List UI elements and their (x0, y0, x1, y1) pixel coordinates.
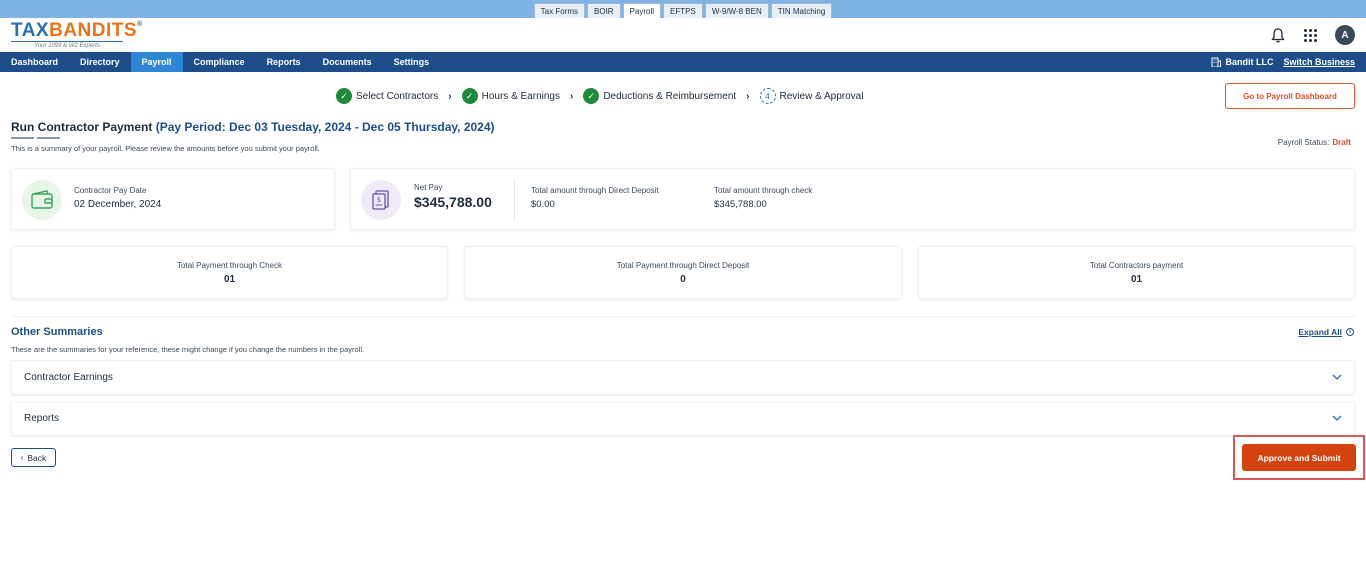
notification-bell-icon[interactable] (1270, 27, 1286, 43)
step-review-approval[interactable]: 4 Review & Approval (759, 88, 864, 104)
step-hours-earnings[interactable]: ✓ Hours & Earnings (461, 88, 560, 104)
page-title: Run Contractor Payment (Pay Period: Dec … (11, 120, 1355, 134)
chevron-right-icon: › (448, 90, 452, 102)
page-subtitle: This is a summary of your payroll. Pleas… (11, 144, 320, 153)
check-icon: ✓ (461, 88, 478, 104)
approve-and-submit-button[interactable]: Approve and Submit (1242, 444, 1356, 471)
product-tab-eftps[interactable]: EFTPS (663, 3, 703, 18)
building-icon (1211, 57, 1222, 67)
product-tab-boir[interactable]: BOIR (587, 3, 621, 18)
accordion-contractor-earnings[interactable]: Contractor Earnings (11, 360, 1355, 395)
step-label: Review & Approval (779, 90, 864, 102)
total-check-card: Total Payment through Check 01 (11, 246, 448, 299)
taxbandits-logo[interactable]: TAXBANDITS® Your 1099 & W2 Experts (11, 21, 143, 49)
direct-deposit-label: Total amount through Direct Deposit (531, 186, 659, 195)
chevron-left-icon: ‹ (20, 453, 24, 462)
check-icon: ✓ (583, 88, 600, 104)
logo-wordmark: TAXBANDITS® (11, 21, 143, 40)
total-contractors-label: Total Contractors payment (1089, 261, 1184, 270)
business-name: Bandit LLC (1225, 57, 1274, 67)
current-business: Bandit LLC (1211, 57, 1273, 67)
total-check-label: Total Payment through Check (177, 261, 282, 270)
title-underline (11, 137, 1355, 139)
highlight-box: Approve and Submit (1233, 435, 1365, 480)
net-pay-label: Net Pay (414, 183, 443, 192)
product-tab-tax-forms[interactable]: Tax Forms (533, 3, 586, 18)
nav-reports[interactable]: Reports (266, 57, 301, 67)
check-icon: ✓ (336, 88, 352, 104)
check-amount-label: Total amount through check (714, 186, 813, 195)
logo-part-tax: TAX (11, 20, 50, 41)
total-direct-deposit-label: Total Payment through Direct Deposit (616, 261, 750, 270)
other-summaries-title: Other Summaries (11, 326, 103, 338)
pay-date-card: Contractor Pay Date 02 December, 2024 (11, 168, 335, 230)
expand-all-link[interactable]: Expand All i (1298, 327, 1354, 337)
user-avatar[interactable]: A (1335, 25, 1355, 45)
go-to-payroll-dashboard-button[interactable]: Go to Payroll Dashboard (1225, 83, 1355, 109)
chevron-right-icon: › (569, 90, 574, 102)
pay-period: (Pay Period: Dec 03 Tuesday, 2024 - Dec … (155, 120, 495, 134)
logo-registered-mark: ® (137, 21, 143, 28)
divider (514, 179, 515, 221)
step-label: Select Contractors (356, 90, 439, 102)
info-icon[interactable]: i (1346, 328, 1354, 336)
chevron-down-icon (1332, 372, 1342, 383)
payroll-stepper: ✓ Select Contractors › ✓ Hours & Earning… (336, 88, 863, 104)
total-direct-deposit-card: Total Payment through Direct Deposit 0 (464, 246, 902, 299)
step-label: Deductions & Reimbursement (603, 90, 737, 102)
payroll-status: Payroll Status: Draft (1278, 138, 1351, 147)
stepper-row: ✓ Select Contractors › ✓ Hours & Earning… (0, 72, 1366, 120)
nav-payroll[interactable]: Payroll (130, 52, 183, 72)
expand-all-label: Expand All (1298, 327, 1342, 337)
step-deductions-reimbursement[interactable]: ✓ Deductions & Reimbursement (583, 88, 736, 104)
accordion-label: Reports (24, 413, 60, 424)
product-tab-strip: Tax Forms BOIR Payroll EFTPS W-9/W-8 BEN… (0, 0, 1366, 18)
total-contractors-value: 01 (1130, 274, 1143, 285)
status-badge: Draft (1332, 138, 1351, 147)
total-check-value: 01 (223, 274, 236, 285)
total-contractors-card: Total Contractors payment 01 (918, 246, 1355, 299)
page-title-text: Run Contractor Payment (11, 120, 153, 134)
chevron-right-icon: › (746, 90, 750, 102)
nav-settings[interactable]: Settings (393, 57, 430, 67)
svg-text:$: $ (377, 196, 381, 204)
product-tab-tin-matching[interactable]: TIN Matching (770, 3, 833, 18)
logo-tagline: Your 1099 & W2 Experts (11, 41, 123, 49)
nav-dashboard[interactable]: Dashboard (11, 57, 59, 67)
step-label: Hours & Earnings (481, 90, 560, 102)
back-button[interactable]: ‹ Back (11, 448, 56, 467)
nav-documents[interactable]: Documents (322, 57, 372, 67)
net-pay-card: $ Net Pay $345,788.00 Total amount throu… (350, 168, 1355, 230)
nav-directory[interactable]: Directory (80, 57, 120, 67)
switch-business-link[interactable]: Switch Business (1283, 57, 1355, 67)
step-number: 4 (759, 88, 776, 104)
payslip-icon: $ (361, 180, 401, 220)
accordion-reports[interactable]: Reports (11, 401, 1355, 436)
nav-compliance[interactable]: Compliance (193, 57, 245, 67)
section-divider (11, 316, 1355, 317)
product-tab-w9-w8ben[interactable]: W-9/W-8 BEN (704, 3, 769, 18)
accordion-label: Contractor Earnings (24, 372, 113, 383)
app-header: TAXBANDITS® Your 1099 & W2 Experts A (0, 18, 1366, 52)
step-select-contractors[interactable]: ✓ Select Contractors (336, 88, 438, 104)
page-header: Run Contractor Payment (Pay Period: Dec … (0, 120, 1366, 147)
pay-date-label: Contractor Pay Date (74, 186, 147, 195)
product-tab-payroll[interactable]: Payroll (622, 3, 662, 18)
total-direct-deposit-value: 0 (680, 274, 686, 285)
pay-date-value: 02 December, 2024 (74, 199, 162, 210)
apps-grid-icon[interactable] (1304, 28, 1317, 42)
direct-deposit-value: $0.00 (531, 199, 555, 210)
back-label: Back (27, 452, 47, 463)
check-amount-value: $345,788.00 (714, 199, 767, 210)
payroll-status-label: Payroll Status: (1277, 138, 1330, 147)
wallet-icon (22, 180, 62, 220)
main-nav: Dashboard Directory Payroll Compliance R… (0, 52, 1366, 72)
net-pay-value: $345,788.00 (414, 194, 492, 210)
chevron-down-icon (1332, 413, 1342, 424)
logo-part-bandits: BANDITS (49, 20, 138, 41)
other-summaries-subtitle: These are the summaries for your referen… (11, 345, 365, 354)
